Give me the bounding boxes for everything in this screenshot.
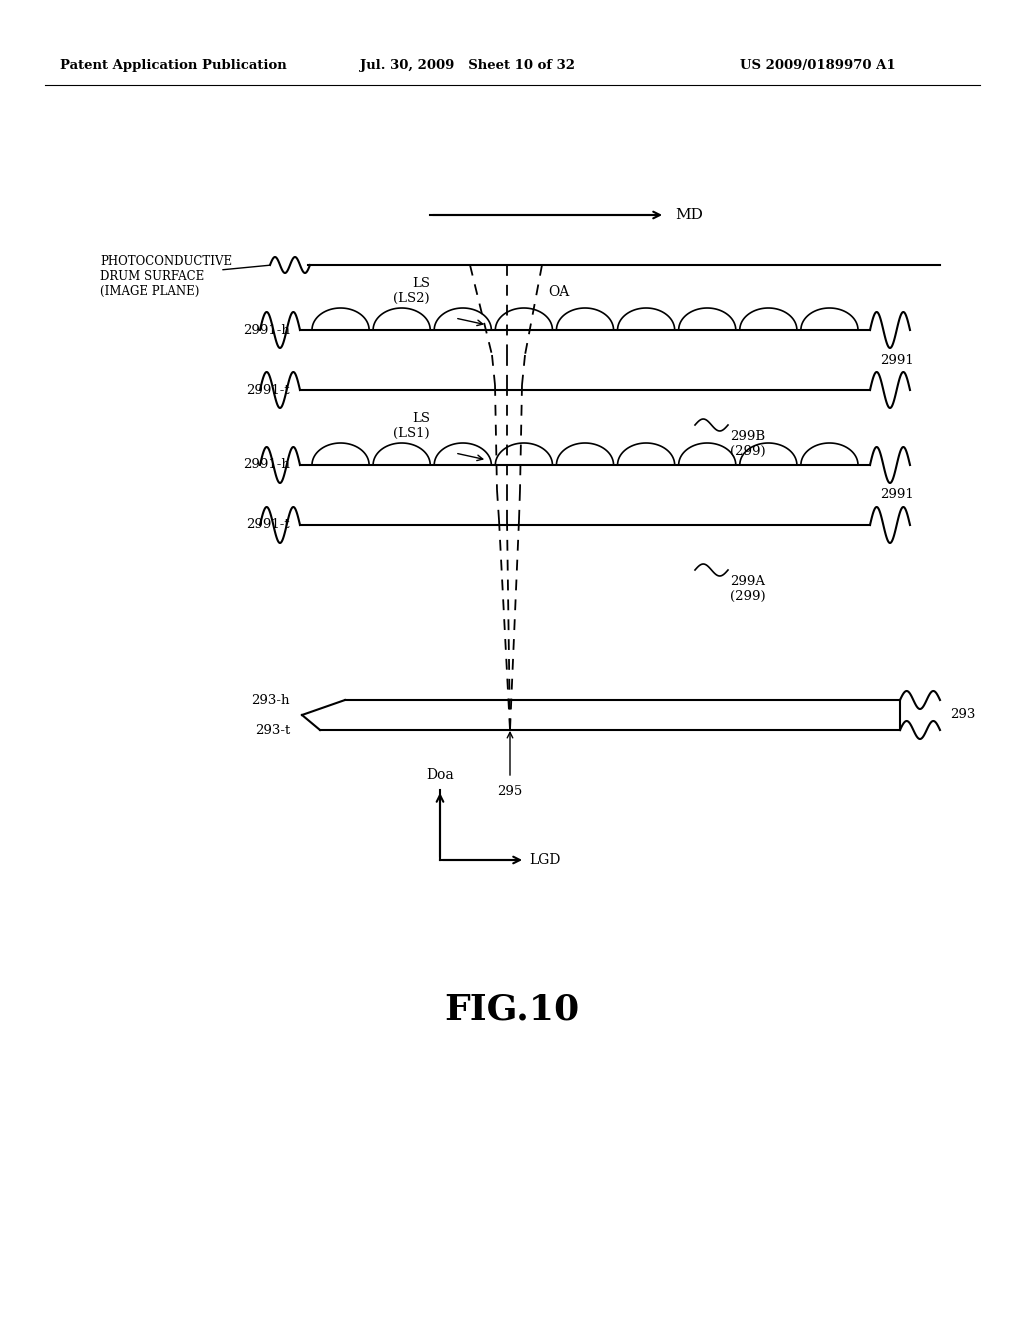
Text: PHOTOCONDUCTIVE
DRUM SURFACE
(IMAGE PLANE): PHOTOCONDUCTIVE DRUM SURFACE (IMAGE PLAN… — [100, 255, 232, 298]
Text: 293: 293 — [950, 709, 976, 722]
Text: US 2009/0189970 A1: US 2009/0189970 A1 — [740, 58, 896, 71]
Text: LS
(LS1): LS (LS1) — [393, 412, 430, 440]
Text: 293-t: 293-t — [255, 723, 290, 737]
Text: 299B
(299): 299B (299) — [730, 430, 766, 458]
Text: Patent Application Publication: Patent Application Publication — [60, 58, 287, 71]
Text: 2991-t: 2991-t — [247, 519, 290, 532]
Text: 2991-h: 2991-h — [243, 323, 290, 337]
Text: 2991-t: 2991-t — [247, 384, 290, 396]
Text: FIG.10: FIG.10 — [444, 993, 580, 1027]
Text: 2991-h: 2991-h — [243, 458, 290, 471]
Text: 2991: 2991 — [880, 354, 913, 367]
Text: LS
(LS2): LS (LS2) — [393, 277, 430, 305]
Text: 2991: 2991 — [880, 488, 913, 502]
Text: 295: 295 — [498, 785, 522, 799]
Text: LGD: LGD — [529, 853, 560, 867]
Text: 299A
(299): 299A (299) — [730, 576, 766, 603]
Text: MD: MD — [675, 209, 702, 222]
Text: Doa: Doa — [426, 768, 454, 781]
Text: OA: OA — [548, 285, 569, 300]
Text: Jul. 30, 2009   Sheet 10 of 32: Jul. 30, 2009 Sheet 10 of 32 — [360, 58, 575, 71]
Text: 293-h: 293-h — [252, 693, 290, 706]
